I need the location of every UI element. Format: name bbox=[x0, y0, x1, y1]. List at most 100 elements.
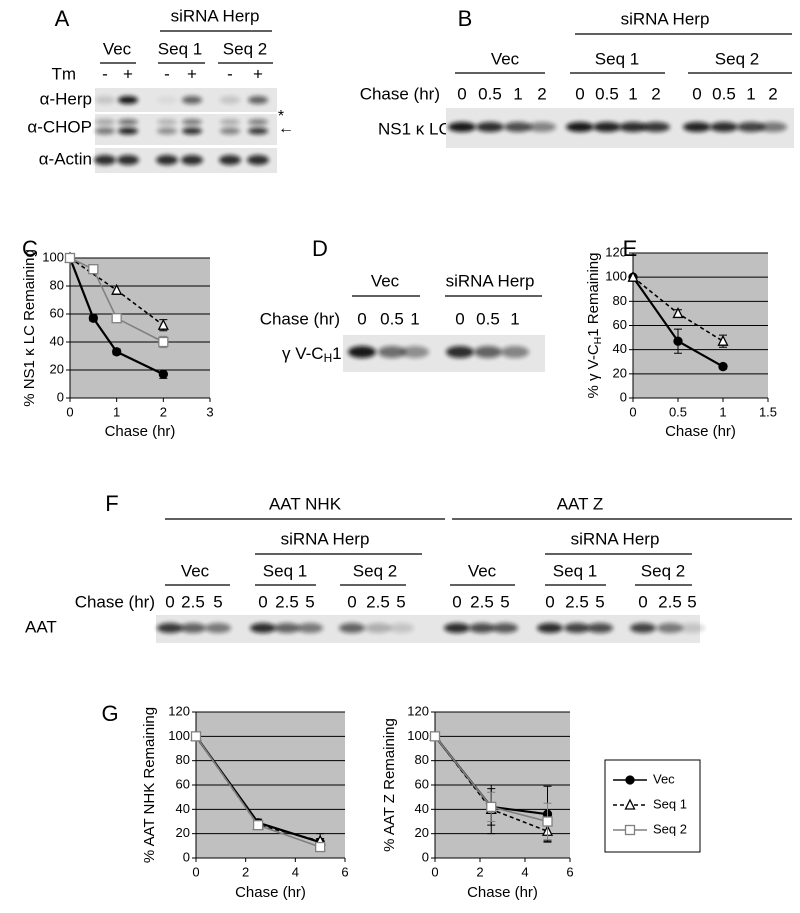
blot-band bbox=[476, 122, 504, 132]
series-line bbox=[69, 257, 164, 343]
label: + bbox=[187, 64, 197, 83]
series-line bbox=[68, 257, 164, 376]
blot-band bbox=[248, 96, 268, 104]
y-tick-label: 20 bbox=[613, 365, 627, 380]
label: Seq 1 bbox=[158, 39, 202, 58]
marker bbox=[673, 336, 683, 346]
marker bbox=[157, 318, 169, 330]
y-tick-label: 80 bbox=[176, 752, 190, 767]
label: ← bbox=[278, 120, 294, 137]
panel-label: G bbox=[101, 701, 118, 726]
label: 1 bbox=[510, 309, 519, 328]
y-tick-label: 0 bbox=[57, 389, 64, 404]
y-tick-label: 20 bbox=[176, 825, 190, 840]
blot-band bbox=[566, 122, 594, 132]
label-part: % γ V-C bbox=[585, 344, 602, 398]
blot-band bbox=[157, 119, 177, 125]
y-tick-label: 0 bbox=[422, 849, 429, 864]
x-tick-label: 1 bbox=[113, 404, 120, 419]
label: % γ V-CH1 Remaining bbox=[585, 253, 604, 399]
label: F bbox=[105, 491, 118, 516]
y-tick-label: 80 bbox=[613, 293, 627, 308]
marker bbox=[624, 824, 636, 836]
marker bbox=[315, 841, 326, 853]
label: siRNA Herp bbox=[171, 6, 260, 25]
label: Chase (hr) bbox=[75, 592, 155, 611]
blot-band bbox=[446, 346, 474, 358]
x-axis-label: Chase (hr) bbox=[665, 423, 736, 440]
label: siRNA Herp bbox=[571, 529, 660, 548]
label: Seq 2 bbox=[223, 39, 267, 58]
blot-band bbox=[157, 96, 177, 104]
label: Chase (hr) bbox=[360, 84, 440, 103]
label: 1 bbox=[513, 84, 522, 103]
label: Tm bbox=[51, 64, 76, 83]
blot-band bbox=[593, 122, 621, 132]
x-tick-label: 6 bbox=[566, 864, 573, 879]
blot-band bbox=[219, 155, 241, 165]
label: Seq 2 bbox=[353, 561, 397, 580]
y-axis-label: % AAT Z Remaining bbox=[381, 718, 398, 852]
x-tick-label: 2 bbox=[476, 864, 483, 879]
label: 0 bbox=[357, 309, 366, 328]
blot-band bbox=[378, 346, 406, 358]
x-axis-label: Chase (hr) bbox=[105, 423, 176, 440]
blot-band bbox=[220, 127, 240, 135]
label: 0 bbox=[258, 592, 267, 611]
marker bbox=[718, 361, 728, 372]
label: 2.5 bbox=[565, 592, 589, 611]
x-tick-label: 3 bbox=[206, 404, 213, 419]
label-part: 1 Remaining bbox=[585, 253, 602, 337]
blot-band bbox=[537, 623, 563, 633]
marker bbox=[112, 347, 122, 357]
label: Vec bbox=[181, 561, 210, 580]
blot-band bbox=[528, 122, 556, 132]
blot-band bbox=[469, 623, 495, 633]
x-tick-label: 6 bbox=[341, 864, 348, 879]
x-tick-label: 0 bbox=[192, 864, 199, 879]
blot-band bbox=[630, 623, 656, 633]
label: 5 bbox=[396, 592, 405, 611]
y-tick-label: 20 bbox=[415, 825, 429, 840]
blot-band bbox=[118, 96, 138, 104]
label: AAT Z bbox=[557, 494, 604, 513]
y-tick-label: 80 bbox=[50, 277, 64, 292]
marker bbox=[429, 731, 441, 742]
label: 5 bbox=[687, 592, 696, 611]
label: 0 bbox=[165, 592, 174, 611]
blot-band bbox=[474, 346, 502, 358]
label: Seq 1 bbox=[595, 49, 639, 68]
label: Vec bbox=[103, 39, 132, 58]
label: 0 bbox=[638, 592, 647, 611]
label: 0.5 bbox=[712, 84, 736, 103]
label: α-CHOP bbox=[27, 117, 92, 136]
label: D bbox=[312, 236, 328, 261]
x-tick-label: 0 bbox=[66, 404, 73, 419]
y-tick-label: 100 bbox=[605, 269, 627, 284]
label: γ V-CH1 bbox=[282, 344, 342, 365]
y-tick-label: 60 bbox=[50, 305, 64, 320]
y-tick-label: 60 bbox=[176, 776, 190, 791]
blot-band bbox=[759, 122, 787, 132]
blot-band bbox=[157, 127, 177, 135]
marker bbox=[111, 283, 123, 295]
label: * bbox=[278, 108, 284, 125]
marker bbox=[190, 731, 202, 742]
blot-band bbox=[182, 96, 202, 104]
y-tick-label: 40 bbox=[415, 801, 429, 816]
marker bbox=[624, 798, 636, 810]
blot-band bbox=[657, 623, 683, 633]
label: 2.5 bbox=[181, 592, 205, 611]
blot-band bbox=[95, 96, 115, 104]
label: 0.5 bbox=[478, 84, 502, 103]
label-subscript: H bbox=[592, 337, 604, 345]
label: α-Herp bbox=[40, 89, 92, 108]
blot-band bbox=[679, 623, 705, 633]
label: 2 bbox=[537, 84, 546, 103]
marker bbox=[88, 264, 99, 275]
label: Seq 2 bbox=[715, 49, 759, 68]
x-axis-label: Chase (hr) bbox=[235, 884, 306, 901]
blot-band bbox=[365, 623, 391, 633]
x-tick-label: 0 bbox=[431, 864, 438, 879]
marker bbox=[717, 334, 729, 346]
